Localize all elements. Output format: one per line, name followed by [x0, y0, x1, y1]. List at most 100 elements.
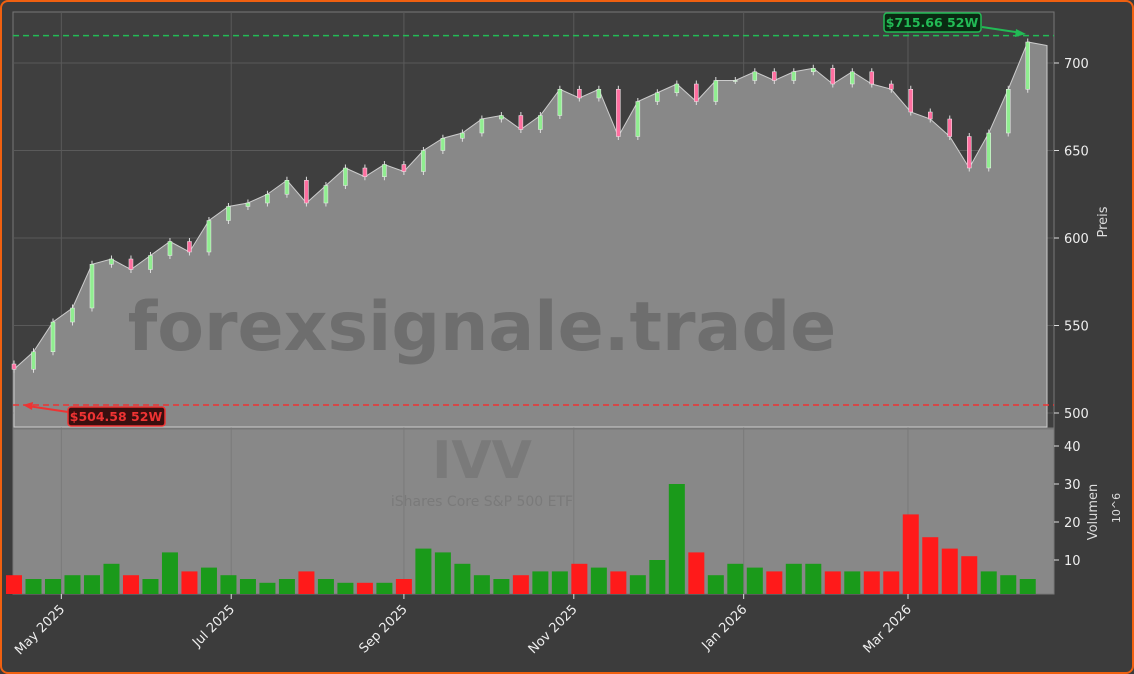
volume-bar — [668, 484, 685, 594]
volume-bar — [395, 579, 412, 594]
candle-body — [70, 307, 75, 323]
volume-bar — [688, 552, 705, 594]
volume-tick-label: 30 — [1064, 478, 1081, 493]
candle-body — [869, 71, 875, 85]
volume-bar — [454, 563, 471, 594]
volume-bar — [941, 548, 958, 594]
volume-bar — [142, 579, 159, 594]
candle-body — [655, 92, 660, 102]
candle-body — [752, 71, 758, 81]
candle-body — [421, 150, 426, 172]
volume-bar — [746, 567, 763, 594]
candle-body — [167, 241, 173, 256]
volume-bar — [512, 575, 529, 594]
candle-body — [479, 118, 485, 134]
volume-bar — [649, 560, 666, 594]
volume-bar — [824, 571, 841, 594]
candle-body — [382, 164, 387, 177]
candle-body — [89, 264, 95, 309]
volume-bar — [493, 579, 510, 594]
volume-bar — [25, 579, 42, 594]
candle-body — [772, 71, 777, 81]
x-tick-label: Nov 2025 — [526, 602, 581, 657]
candle-body — [343, 167, 348, 186]
volume-bar — [317, 579, 334, 594]
candle-body — [557, 89, 563, 116]
candle-body — [265, 194, 270, 204]
price-axis-label: Preis — [1096, 206, 1111, 237]
volume-panel — [12, 428, 1055, 595]
volume-tick-label: 20 — [1064, 516, 1081, 531]
high-52w-arrowhead — [1015, 29, 1026, 37]
volume-bar — [239, 579, 256, 594]
candle-body — [323, 185, 329, 204]
candle-body — [713, 80, 719, 102]
volume-bar — [805, 563, 822, 594]
candle-body — [538, 115, 543, 130]
volume-bar — [922, 537, 939, 594]
volume-bar — [434, 552, 451, 594]
candle-body — [128, 258, 134, 270]
candle-body — [206, 220, 212, 253]
volume-bar — [337, 582, 354, 594]
volume-bar — [44, 579, 61, 594]
candle-body — [187, 241, 192, 253]
candle-body — [304, 180, 309, 204]
candle-body — [928, 111, 933, 120]
candle-body — [733, 80, 738, 82]
volume-tick-label: 40 — [1064, 440, 1081, 455]
x-tick-label: May 2025 — [12, 602, 68, 658]
candle-body — [908, 89, 914, 113]
watermark: forexsignale.trade — [128, 288, 837, 367]
volume-bar — [356, 582, 373, 594]
volume-bar — [122, 575, 139, 594]
volume-unit-label: 10^6 — [1110, 493, 1123, 523]
volume-bar — [863, 571, 880, 594]
y-tick-label: 550 — [1064, 320, 1089, 335]
candle-body — [499, 115, 504, 120]
volume-bar — [259, 582, 276, 594]
candles — [11, 38, 1030, 373]
volume-bar — [766, 571, 783, 594]
volume-bar — [6, 575, 22, 594]
x-tick-label: Jul 2025 — [189, 602, 238, 651]
candle-body — [518, 115, 524, 130]
candle-body — [284, 180, 290, 195]
volume-bar — [961, 556, 978, 594]
candle-body — [967, 136, 972, 169]
volume-bar — [103, 563, 120, 594]
volume-bar — [1019, 579, 1036, 594]
volume-bar — [161, 552, 178, 594]
candle-body — [401, 164, 407, 172]
volume-bar — [571, 563, 588, 594]
candle-body — [11, 363, 17, 370]
volume-bar — [590, 567, 607, 594]
volume-bar — [883, 571, 900, 594]
candle-body — [109, 258, 114, 265]
volume-bar — [298, 571, 315, 594]
low-52w-arrow — [27, 405, 69, 413]
low-52w-box — [67, 406, 166, 427]
volume-bar — [181, 571, 198, 594]
volume-bar — [376, 582, 393, 594]
volume-bar — [83, 575, 100, 594]
x-tick-label: Jan 2026 — [699, 602, 751, 654]
low-52w-label: $504.58 52W — [70, 409, 163, 424]
volume-bar — [727, 563, 744, 594]
volume-bar — [551, 571, 568, 594]
symbol-watermark: IVV — [432, 431, 532, 491]
y-tick-label: 700 — [1064, 57, 1089, 72]
volume-bar — [629, 575, 646, 594]
candle-body — [148, 255, 153, 270]
name-watermark: iShares Core S&P 500 ETF — [391, 494, 573, 510]
candle-body — [694, 83, 699, 102]
high-52w-box — [883, 12, 982, 33]
low-52w-arrowhead — [23, 402, 33, 410]
volume-bar — [532, 571, 549, 594]
candle-body — [226, 206, 231, 221]
volume-bar — [473, 575, 490, 594]
y-tick-label: 500 — [1064, 407, 1089, 422]
volume-bar — [278, 579, 295, 594]
candle-body — [616, 89, 621, 137]
